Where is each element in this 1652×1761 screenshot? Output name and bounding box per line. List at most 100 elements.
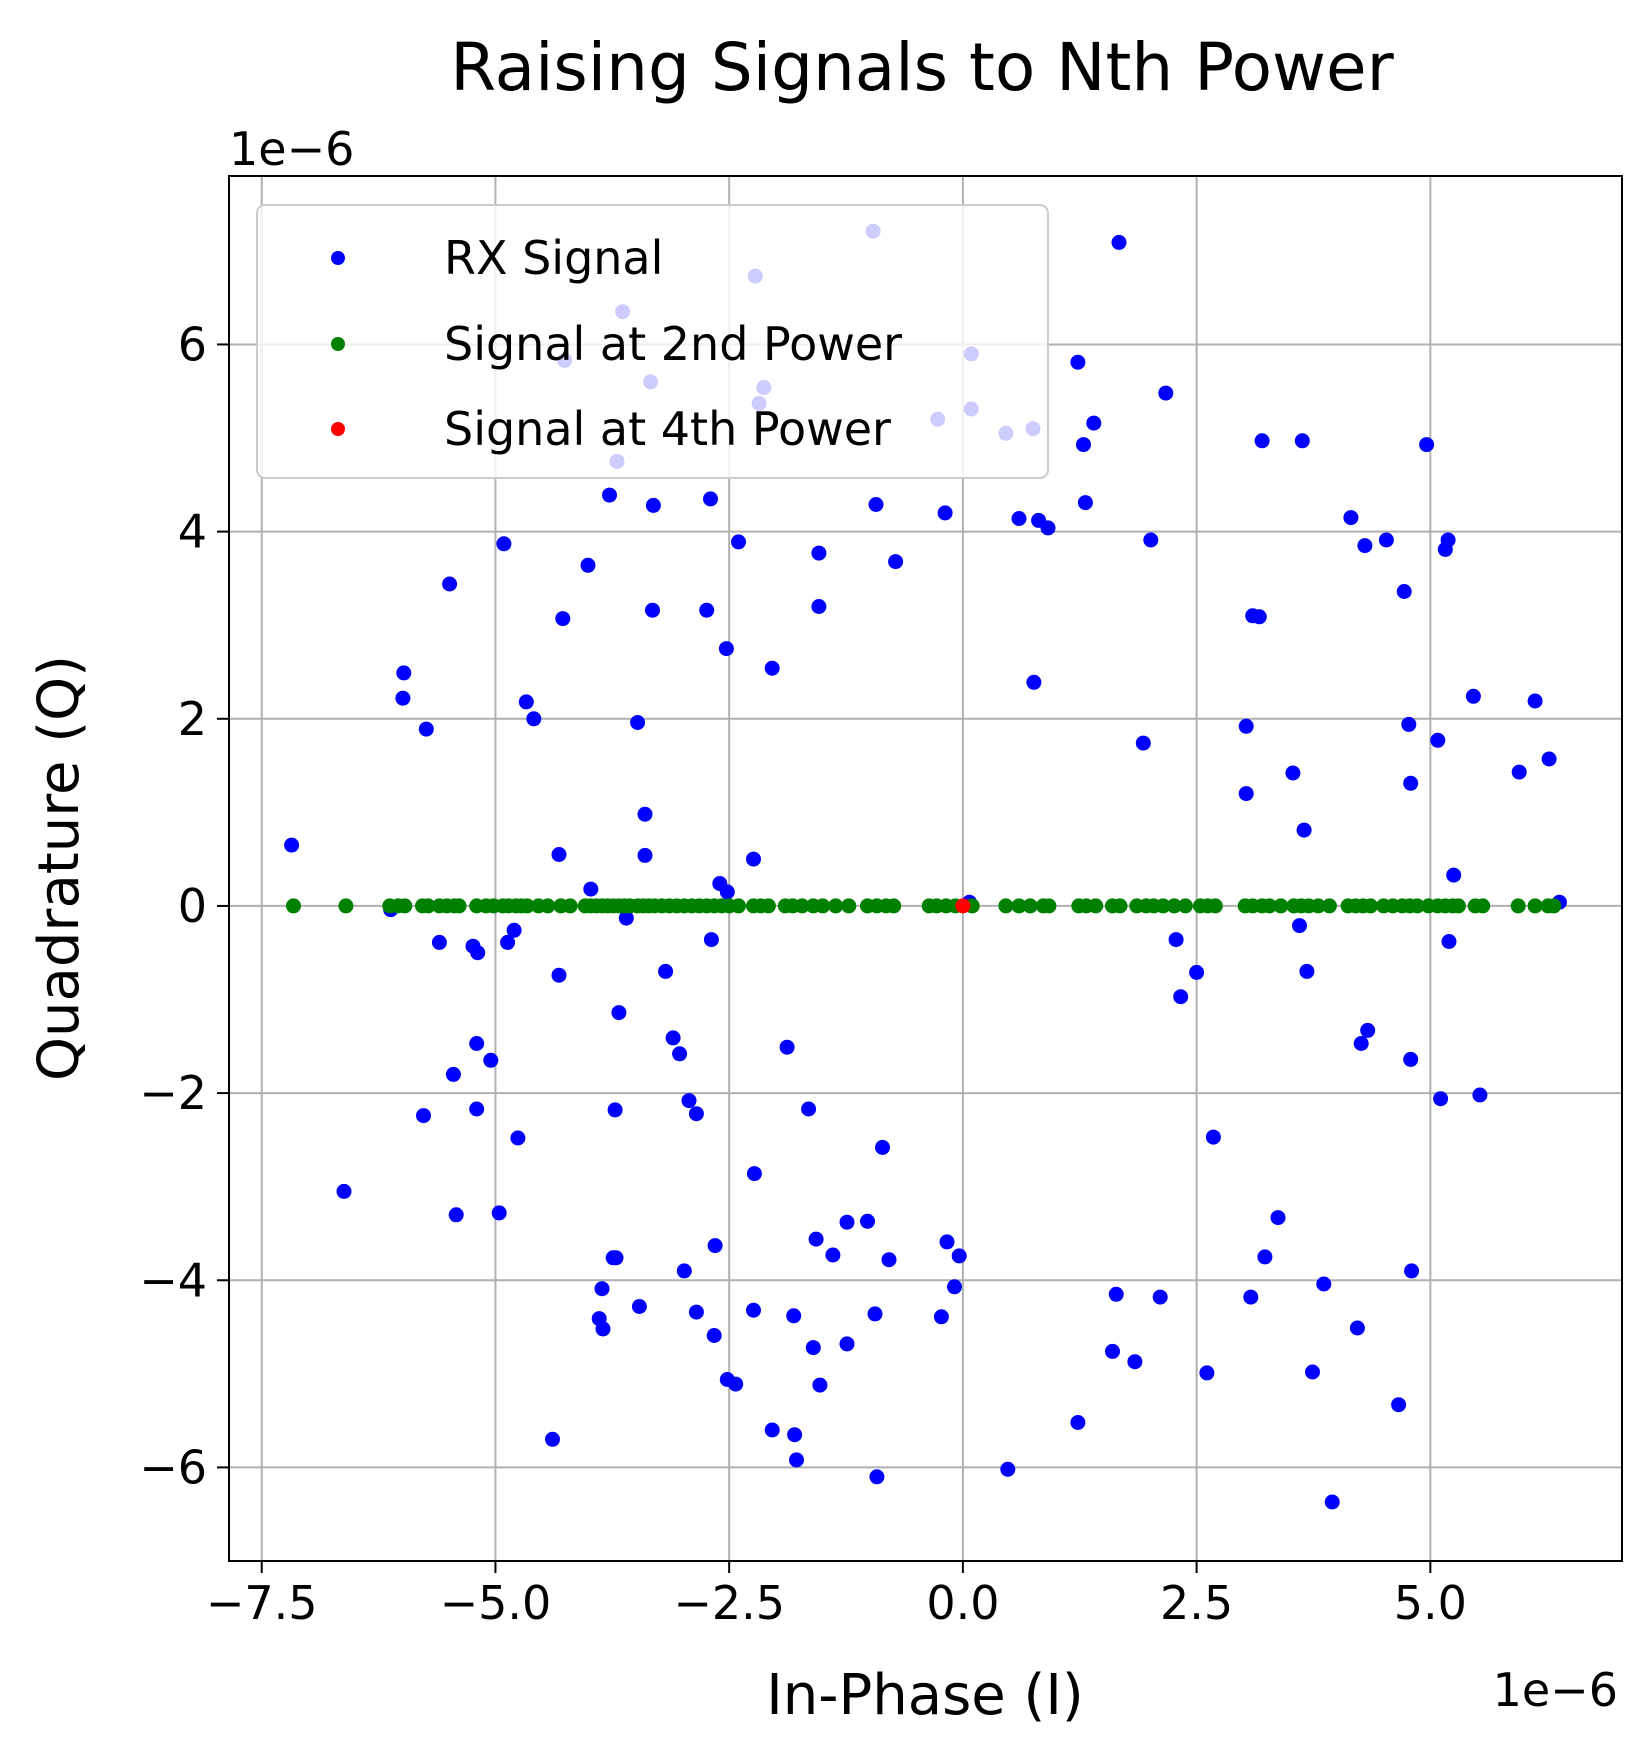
rx-signal-point <box>608 1250 624 1266</box>
rx-signal-point <box>1205 1129 1221 1145</box>
rx-signal-point <box>812 1377 828 1393</box>
rx-signal-point <box>1127 1354 1143 1370</box>
signal-2nd-power-point <box>286 898 301 914</box>
rx-signal-point <box>496 536 512 552</box>
signal-2nd-power-point <box>841 898 857 914</box>
y-axis-label: Quadrature (Q) <box>27 655 92 1081</box>
x-tick-label: −5.0 <box>440 1576 552 1630</box>
rx-signal-point <box>631 1299 647 1314</box>
rx-signal-point <box>718 641 734 657</box>
rx-signal-point <box>707 1238 723 1254</box>
rx-signal-point <box>764 660 780 676</box>
signal-2nd-power-point <box>451 898 467 914</box>
rx-signal-point <box>789 1452 804 1468</box>
rx-signal-point <box>1396 584 1412 599</box>
rx-signal-point <box>645 602 660 618</box>
signal-2nd-power-point <box>397 898 413 914</box>
signal-2nd-power-point <box>1475 898 1491 914</box>
signal-2nd-power-point <box>1207 898 1223 914</box>
signal-2nd-power-point <box>1022 898 1038 914</box>
rx-signal-point <box>676 1263 692 1279</box>
rx-signal-point <box>1285 765 1301 781</box>
rx-signal-point <box>1108 1286 1124 1302</box>
rx-signal-point <box>1299 963 1315 979</box>
rx-signal-point <box>336 1183 352 1199</box>
legend-entry-signal-4th-power: Signal at 4th Power <box>331 402 891 456</box>
signal-4th-power-series <box>955 898 971 914</box>
rx-signal-point <box>1353 1036 1369 1051</box>
rx-signal-point <box>1070 354 1086 370</box>
rx-signal-point <box>764 1422 780 1438</box>
signal-2nd-power-point <box>519 898 535 914</box>
rx-signal-point <box>719 884 735 900</box>
rx-signal-point <box>939 1234 955 1250</box>
x-offset-label: 1e−6 <box>1493 1663 1618 1717</box>
rx-signal-point <box>510 1130 526 1146</box>
rx-signal-point <box>1349 1320 1365 1336</box>
rx-signal-point <box>470 945 486 961</box>
x-tick-label: 5.0 <box>1394 1576 1467 1630</box>
x-tick-label: 2.5 <box>1160 1576 1233 1630</box>
legend-entry-rx-signal: RX Signal <box>331 231 663 285</box>
rx-signal-point <box>645 497 661 513</box>
rx-signal-point <box>611 1005 627 1021</box>
rx-signal-point <box>1324 1494 1340 1510</box>
signal-2nd-power-point <box>1527 898 1543 914</box>
rx-signal-point <box>1441 934 1457 949</box>
rx-signal-point <box>1270 1210 1286 1226</box>
rx-signal-point <box>1254 433 1270 449</box>
signal-2nd-power-point <box>540 898 556 914</box>
rx-signal-point <box>839 1336 855 1352</box>
rx-signal-point <box>469 1101 485 1117</box>
rx-signal-point <box>418 721 434 737</box>
rx-signal-point <box>868 497 884 512</box>
rx-signal-point <box>445 1066 461 1082</box>
rx-signal-point <box>746 1302 761 1318</box>
signal-2nd-power-point <box>731 898 746 914</box>
legend-label-signal-2nd-power: Signal at 2nd Power <box>444 317 902 371</box>
rx-signal-point <box>1472 1087 1488 1103</box>
rx-signal-point <box>1419 437 1435 453</box>
rx-signal-point <box>1294 433 1310 449</box>
rx-signal-point <box>811 545 827 561</box>
rx-signal-point <box>1440 532 1456 548</box>
signal-2nd-power-point <box>1321 898 1337 914</box>
legend-label-signal-4th-power: Signal at 4th Power <box>444 402 891 456</box>
rx-signal-point <box>1343 510 1359 526</box>
rx-signal-point <box>881 1252 897 1268</box>
rx-signal-point <box>1143 532 1159 548</box>
signal-2nd-power-point <box>1112 898 1128 914</box>
legend-marker-signal-2nd-power <box>331 337 345 351</box>
rx-signal-point <box>555 611 571 627</box>
x-tick-label: −7.5 <box>206 1576 318 1630</box>
rx-signal-point <box>1238 786 1254 802</box>
rx-signal-point <box>1105 1343 1120 1359</box>
signal-2nd-power-point <box>1041 898 1057 914</box>
rx-signal-point <box>1360 1022 1376 1038</box>
x-tick-label: −2.5 <box>673 1576 785 1630</box>
rx-signal-point <box>630 715 646 730</box>
rx-signal-point <box>1305 1364 1320 1380</box>
rx-signal-point <box>396 665 412 681</box>
legend-marker-rx-signal <box>331 251 345 265</box>
rx-signal-point <box>933 1309 949 1325</box>
rx-signal-point <box>1086 415 1102 431</box>
rx-signal-point <box>805 1340 821 1356</box>
y-offset-label: 1e−6 <box>229 122 354 176</box>
rx-signal-point <box>1199 1365 1215 1381</box>
rx-signal-point <box>746 851 761 867</box>
rx-signal-point <box>1251 609 1267 625</box>
signal-2nd-power-point <box>1155 898 1171 914</box>
rx-signal-point <box>583 881 599 897</box>
signal-2nd-power-point <box>998 898 1014 914</box>
rx-signal-point <box>1238 718 1254 734</box>
rx-signal-point <box>1316 1276 1332 1292</box>
rx-signal-point <box>1135 735 1151 751</box>
rx-signal-point <box>1189 964 1205 980</box>
rx-signal-point <box>665 1030 681 1046</box>
rx-signal-point <box>731 534 746 550</box>
rx-signal-point <box>688 1106 704 1122</box>
rx-signal-point <box>416 1108 431 1124</box>
plot-frame <box>228 175 1623 1562</box>
